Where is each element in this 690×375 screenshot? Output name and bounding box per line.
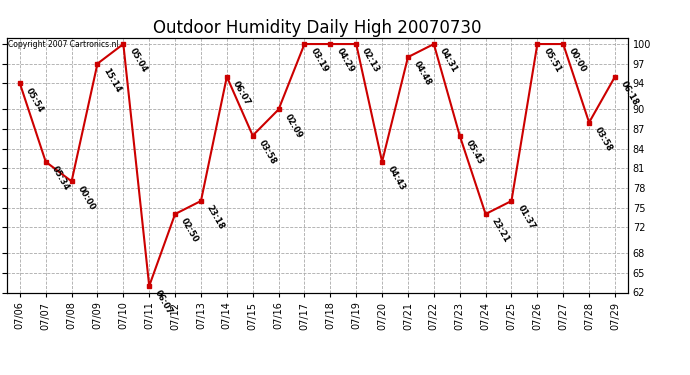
Text: 05:04: 05:04 [128,47,148,74]
Text: 05:43: 05:43 [464,138,485,166]
Title: Outdoor Humidity Daily High 20070730: Outdoor Humidity Daily High 20070730 [153,20,482,38]
Text: 05:54: 05:54 [24,86,45,114]
Text: 06:07: 06:07 [153,289,175,316]
Text: 00:00: 00:00 [76,184,97,211]
Text: 06:07: 06:07 [231,80,252,107]
Text: 00:00: 00:00 [567,47,589,74]
Text: 02:09: 02:09 [283,112,304,140]
Text: 04:31: 04:31 [438,47,459,74]
Text: 04:29: 04:29 [335,47,355,74]
Text: 02:50: 02:50 [179,217,200,244]
Text: 05:34: 05:34 [50,165,71,192]
Text: 03:58: 03:58 [257,138,278,166]
Text: 05:51: 05:51 [542,47,562,75]
Text: 02:13: 02:13 [360,47,382,74]
Text: 23:18: 23:18 [205,204,226,231]
Text: Copyright 2007 Cartronics.nl: Copyright 2007 Cartronics.nl [8,40,119,49]
Text: 04:48: 04:48 [412,60,433,87]
Text: 06:18: 06:18 [619,80,640,107]
Text: 03:58: 03:58 [593,125,614,153]
Text: 03:19: 03:19 [308,47,330,74]
Text: 23:21: 23:21 [490,217,511,244]
Text: 01:37: 01:37 [515,204,537,231]
Text: 15:14: 15:14 [101,66,123,94]
Text: 04:43: 04:43 [386,165,407,192]
